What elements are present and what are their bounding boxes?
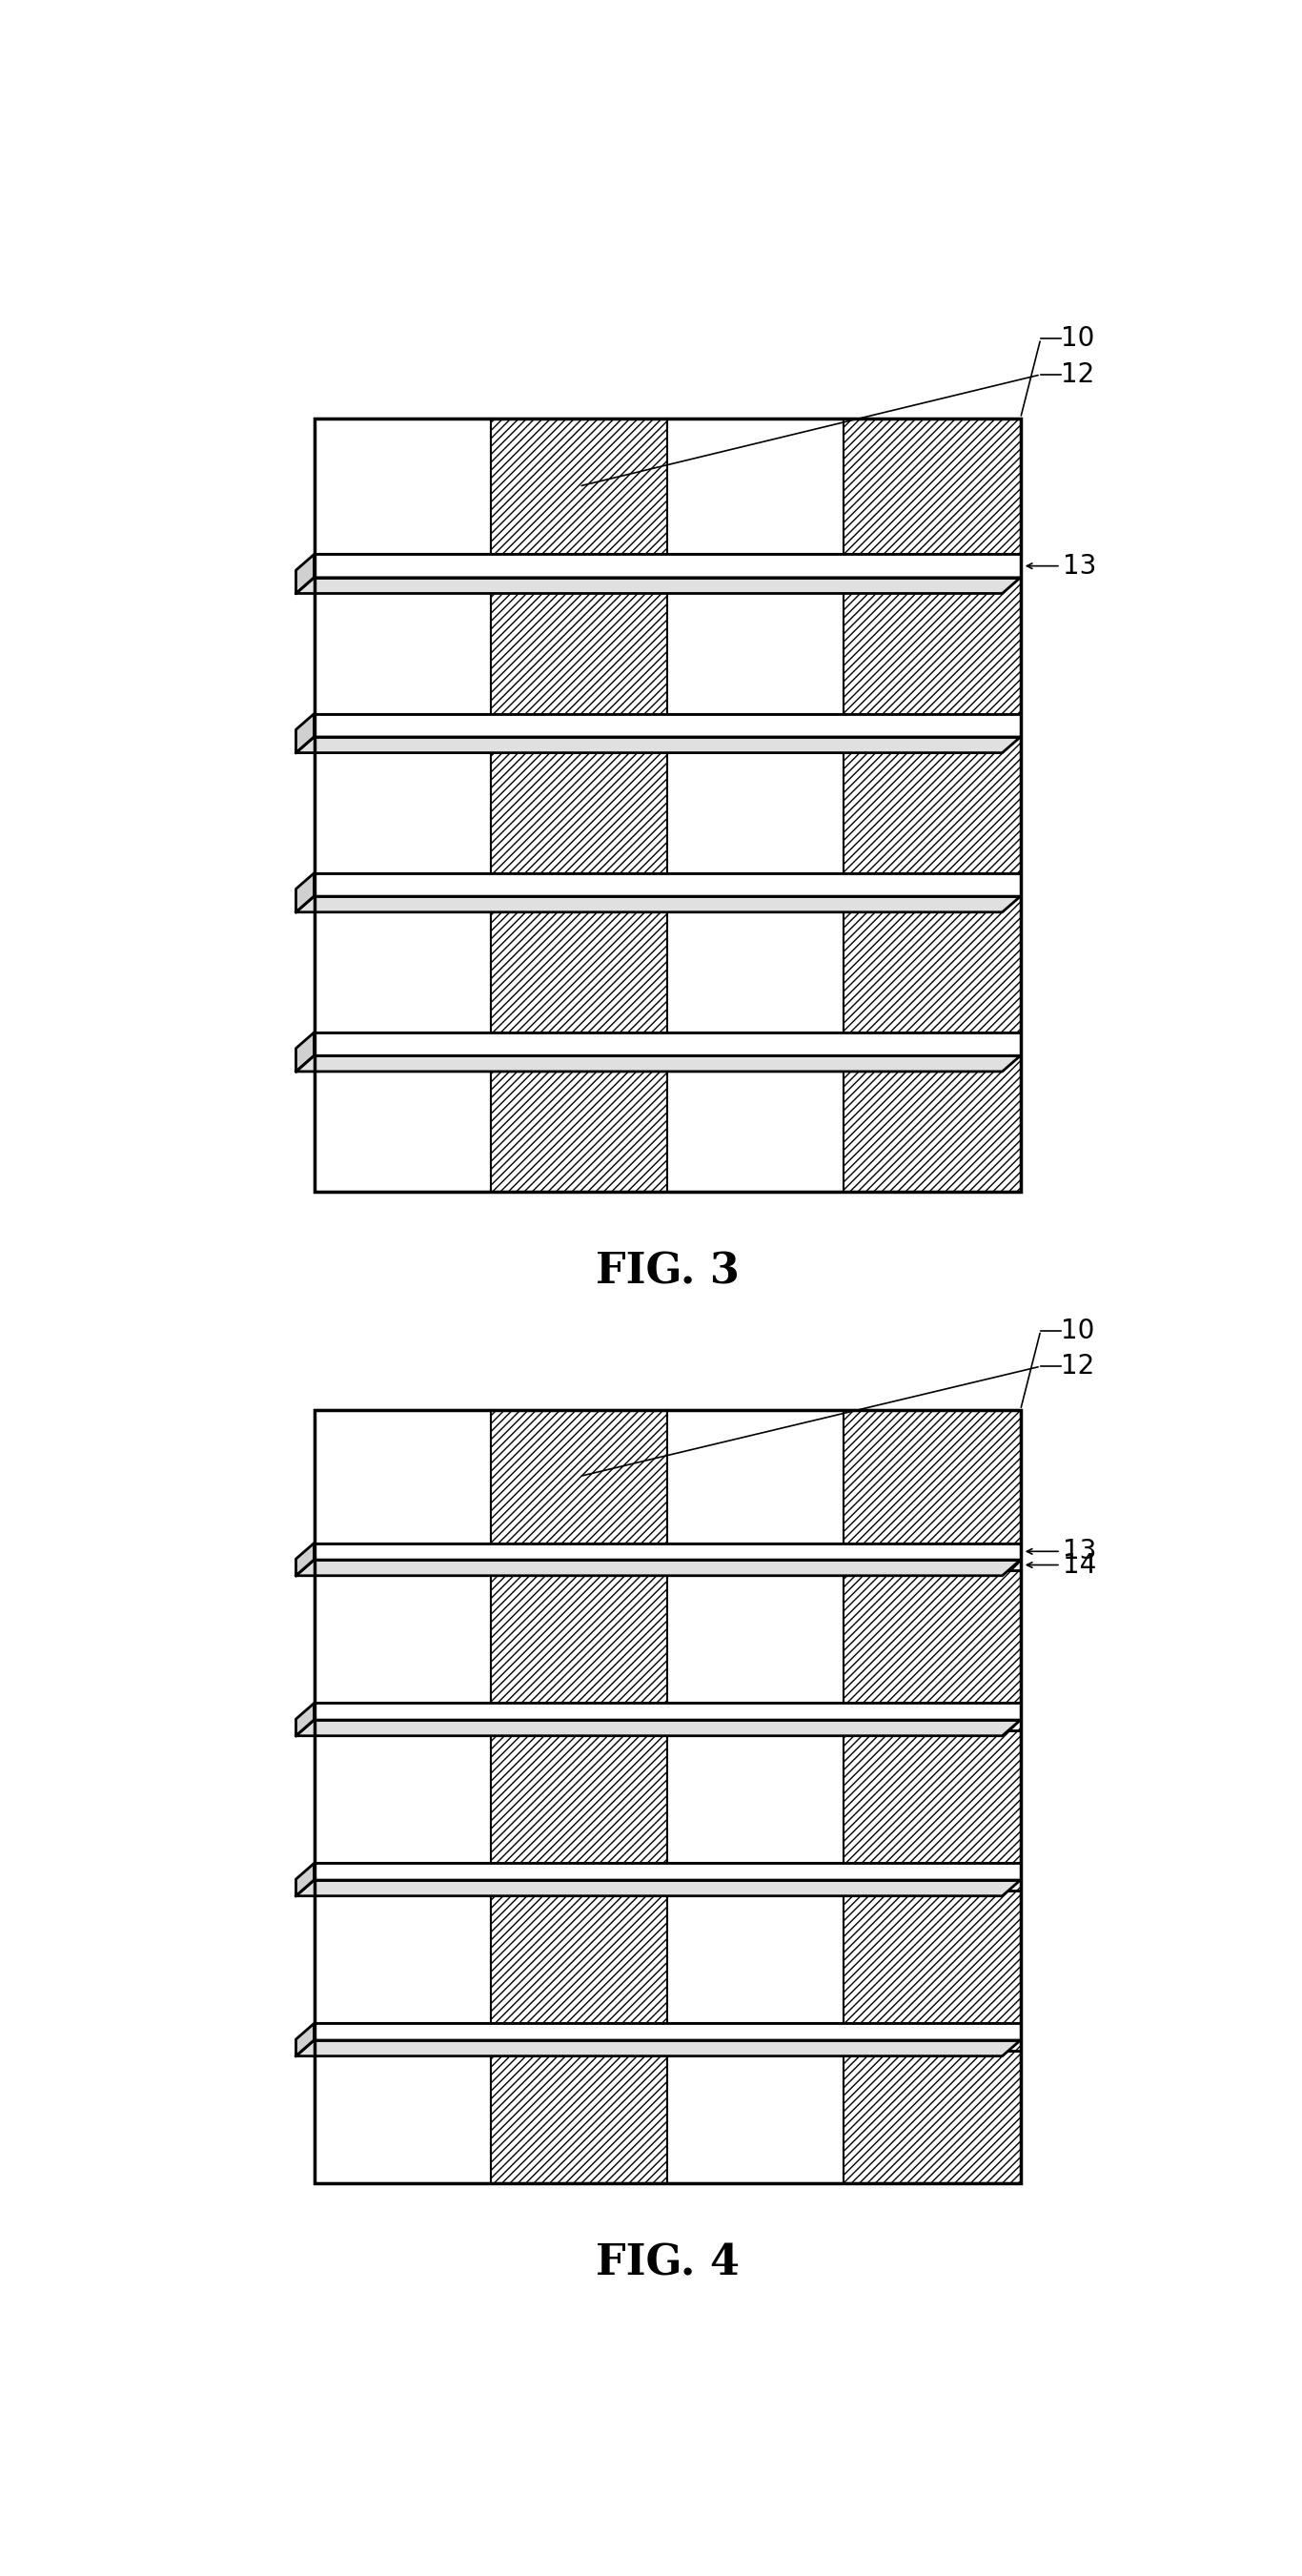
Bar	[844, 577, 1021, 714]
Bar	[668, 577, 844, 714]
Bar	[314, 1409, 1021, 2184]
Bar	[314, 417, 1021, 1193]
Text: FIG. 4: FIG. 4	[595, 2244, 740, 2285]
Bar	[668, 1409, 844, 1543]
Bar	[314, 1056, 491, 1193]
Bar	[668, 1571, 844, 1703]
Bar	[491, 1571, 668, 1703]
Bar	[491, 896, 668, 1033]
Bar	[314, 1891, 1021, 2022]
Bar	[844, 1731, 1021, 1862]
Text: 14: 14	[1062, 1551, 1096, 1579]
Bar	[314, 2050, 1021, 2184]
Text: 13: 13	[1062, 1538, 1096, 1564]
Bar	[844, 417, 1021, 554]
Bar	[491, 1409, 668, 1543]
Bar	[314, 1862, 1021, 1880]
Bar	[314, 737, 491, 873]
Bar	[668, 1731, 844, 1862]
Text: 12: 12	[1061, 1352, 1095, 1381]
Bar	[844, 1056, 1021, 1193]
Bar	[844, 896, 1021, 1033]
Bar	[314, 1703, 1021, 1721]
Polygon shape	[296, 1721, 1021, 1736]
Bar	[314, 2040, 1021, 2050]
Bar	[844, 737, 1021, 873]
Bar	[668, 896, 844, 1033]
Bar	[491, 417, 668, 554]
Bar	[314, 896, 491, 1033]
Bar	[314, 1731, 491, 1862]
Bar	[314, 1571, 491, 1703]
Bar	[314, 1409, 491, 1543]
Polygon shape	[296, 1561, 1021, 1577]
Polygon shape	[296, 577, 1021, 592]
Bar	[668, 417, 844, 554]
Bar	[314, 896, 1021, 1033]
Text: 12: 12	[1061, 361, 1095, 389]
Bar	[314, 873, 1021, 896]
Polygon shape	[296, 1033, 314, 1072]
Bar	[314, 1571, 1021, 1703]
Polygon shape	[296, 873, 314, 912]
Bar	[491, 2050, 668, 2184]
Bar	[314, 2050, 491, 2184]
Bar	[491, 1891, 668, 2022]
Bar	[314, 577, 491, 714]
Polygon shape	[296, 896, 1021, 912]
Bar	[314, 1033, 1021, 1056]
Bar	[314, 1880, 1021, 1891]
Bar	[491, 737, 668, 873]
Polygon shape	[296, 1703, 314, 1736]
Polygon shape	[296, 737, 1021, 752]
Text: FIG. 3: FIG. 3	[595, 1252, 740, 1293]
Polygon shape	[296, 2040, 1021, 2056]
Polygon shape	[296, 1543, 314, 1577]
Text: 10: 10	[1061, 1316, 1095, 1345]
Polygon shape	[296, 714, 314, 752]
Bar	[844, 2050, 1021, 2184]
Bar	[491, 1056, 668, 1193]
Bar	[844, 1409, 1021, 1543]
Bar	[314, 1891, 491, 2022]
Bar	[314, 1543, 1021, 1561]
Bar	[314, 1731, 1021, 1862]
Bar	[314, 737, 1021, 873]
Polygon shape	[296, 2022, 314, 2056]
Bar	[844, 1891, 1021, 2022]
Polygon shape	[296, 1862, 314, 1896]
Bar	[668, 1891, 844, 2022]
Bar	[314, 2022, 1021, 2040]
Text: 13: 13	[1062, 554, 1096, 580]
Bar	[491, 1731, 668, 1862]
Bar	[491, 577, 668, 714]
Bar	[314, 417, 491, 554]
Bar	[314, 1056, 1021, 1193]
Polygon shape	[296, 1056, 1021, 1072]
Bar	[844, 1571, 1021, 1703]
Bar	[314, 1721, 1021, 1731]
Polygon shape	[296, 1880, 1021, 1896]
Text: 10: 10	[1061, 325, 1095, 353]
Bar	[314, 1409, 1021, 1543]
Polygon shape	[296, 554, 314, 592]
Bar	[668, 2050, 844, 2184]
Bar	[314, 1561, 1021, 1571]
Bar	[668, 737, 844, 873]
Bar	[314, 577, 1021, 714]
Bar	[314, 714, 1021, 737]
Bar	[314, 554, 1021, 577]
Bar	[668, 1056, 844, 1193]
Bar	[314, 417, 1021, 554]
